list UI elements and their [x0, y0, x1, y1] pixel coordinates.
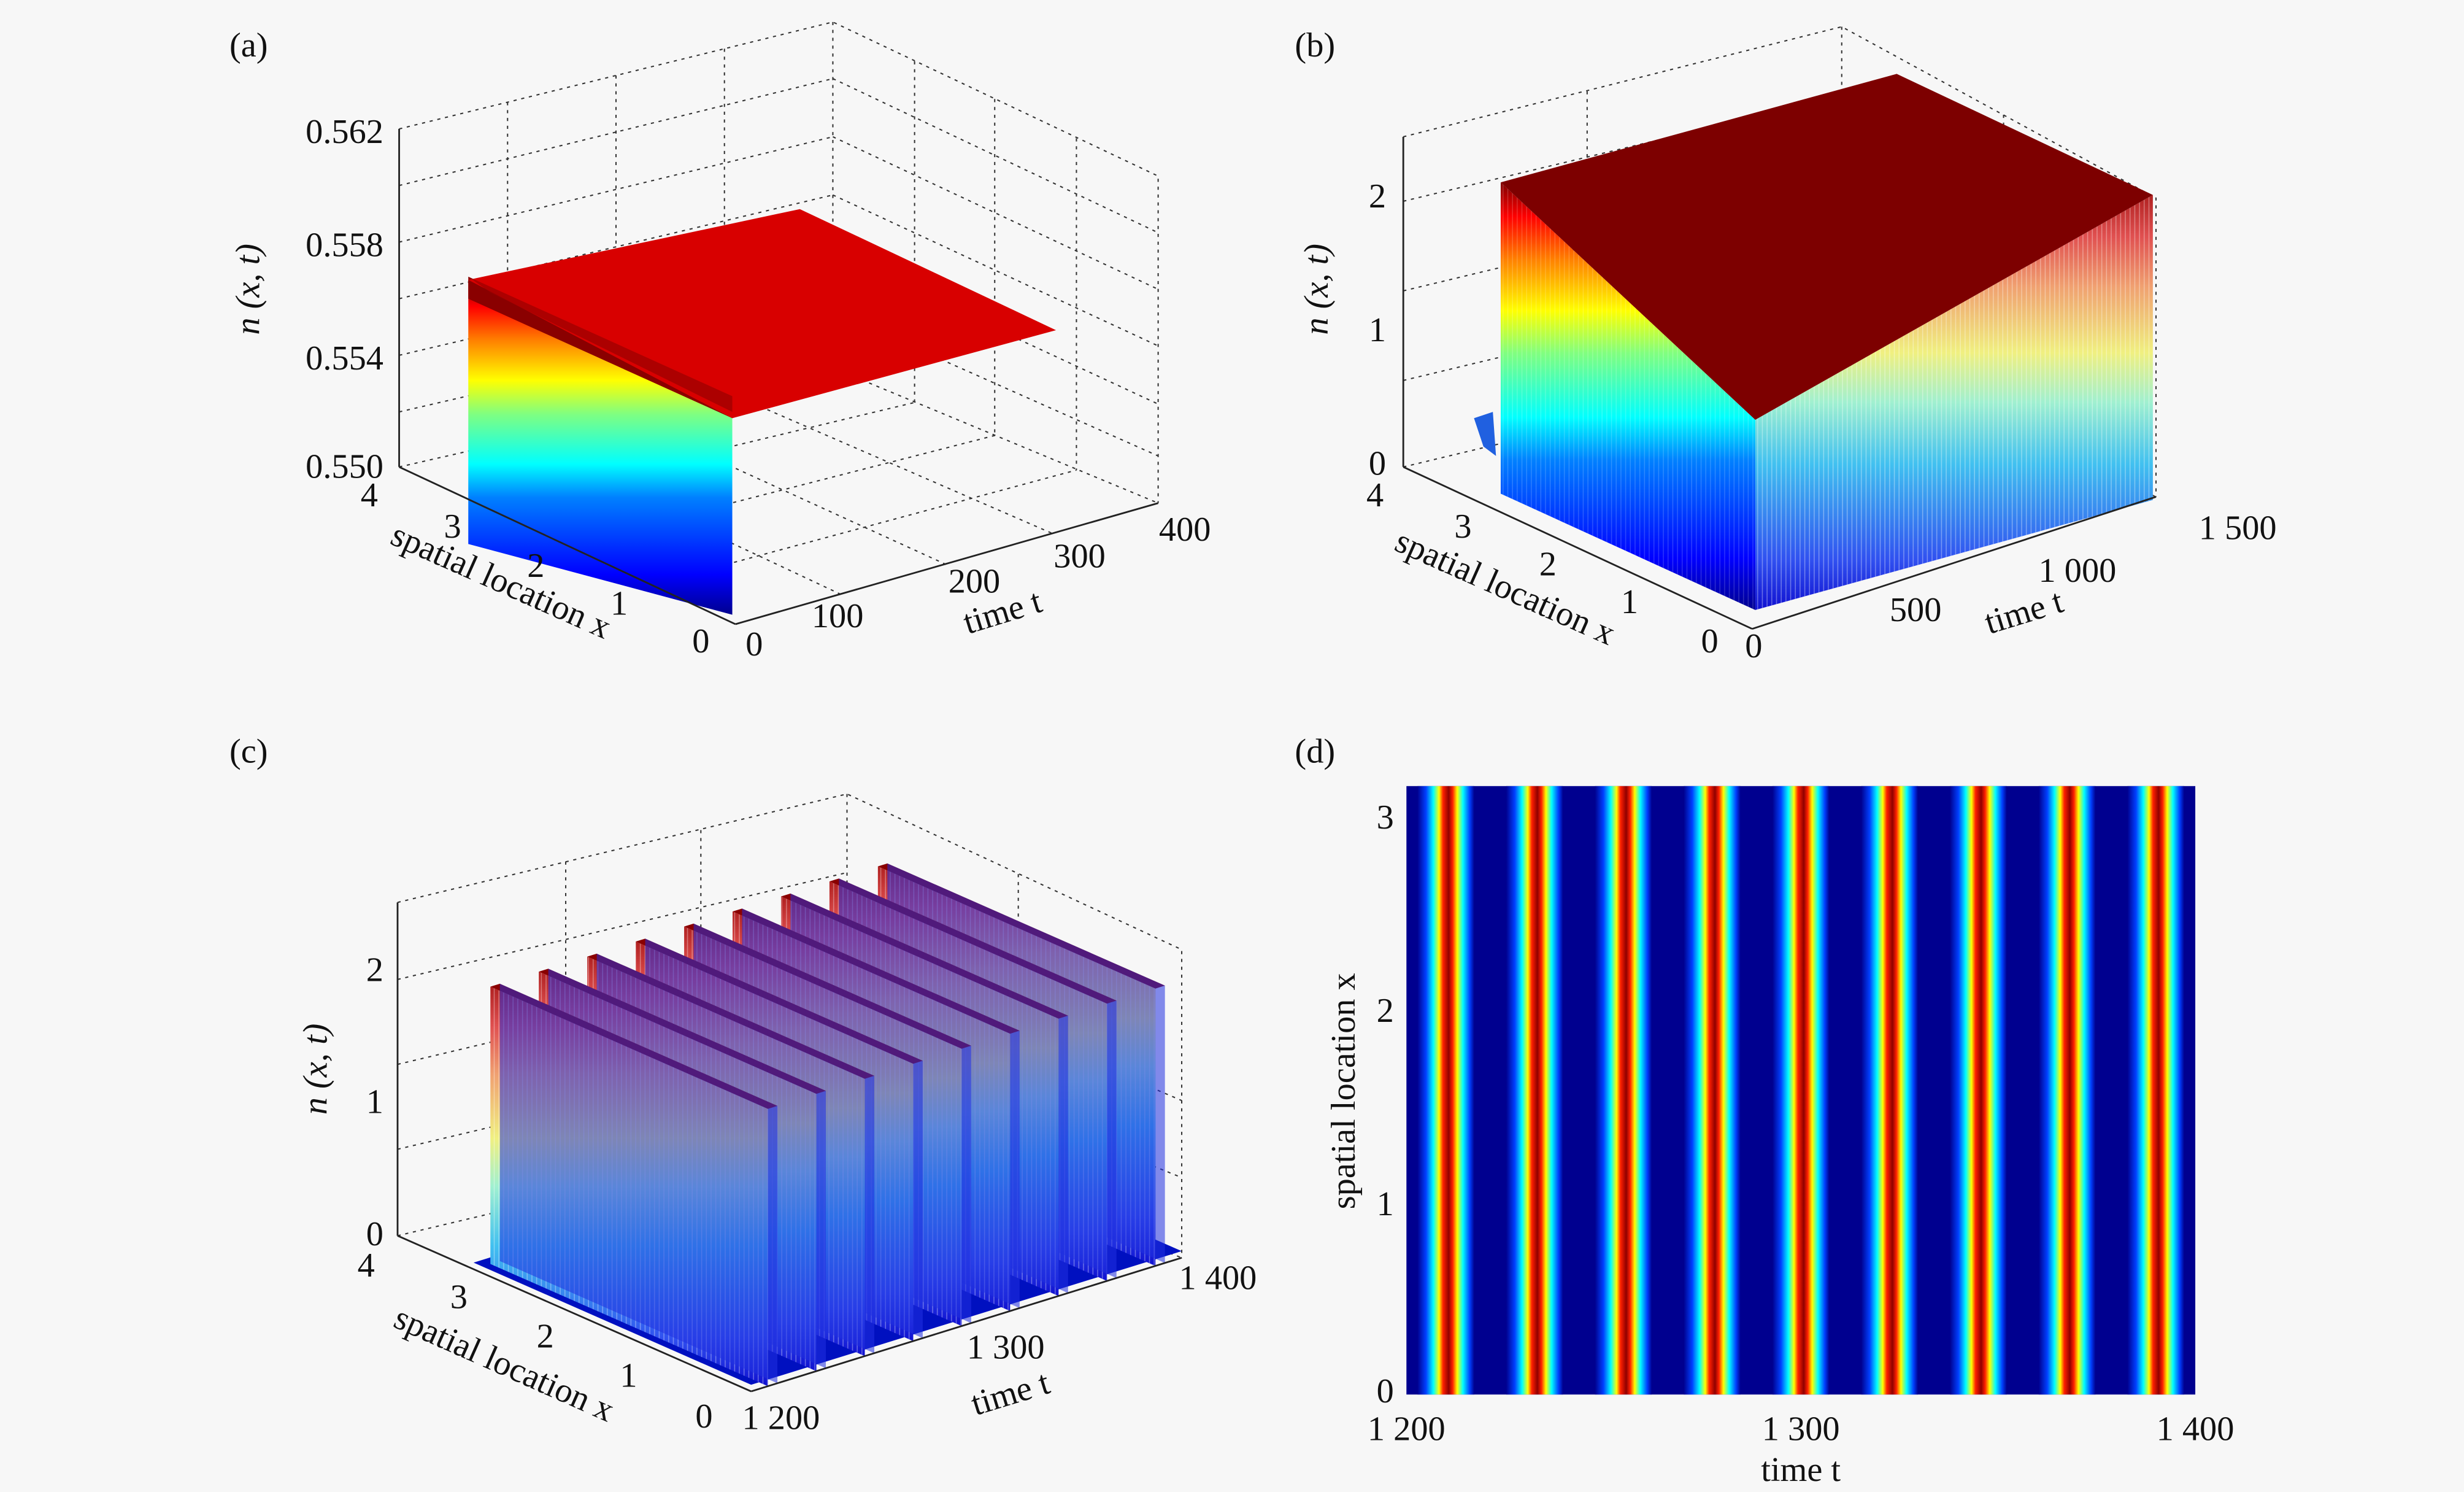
tick-label: 0 [695, 1397, 712, 1436]
tick-label: 300 [1053, 538, 1106, 576]
panel-a: (a) [229, 21, 1211, 663]
tick-label: 3 [444, 508, 461, 546]
panel-d-stripe [1861, 786, 1919, 1395]
panel-c-label: (c) [229, 732, 268, 770]
panel-a-z-label: n (x, t) [229, 244, 268, 335]
panel-d-label: (d) [1295, 732, 1335, 770]
panel-b-t-label: time t [1981, 582, 2068, 641]
tick-label: 0.558 [306, 226, 383, 265]
panel-b-z-ticks: 0 1 2 [1369, 177, 1386, 482]
tick-label: 0.550 [306, 448, 383, 486]
tick-label: 1 300 [1762, 1410, 1840, 1448]
tick-label: 2 [537, 1317, 554, 1355]
panel-c-x-ticks: 4 3 2 1 0 [358, 1247, 713, 1436]
panel-d-y-ticks: 0 1 2 3 [1377, 798, 1394, 1410]
panel-c-t-label: time t [967, 1364, 1055, 1423]
panel-b-surface [1474, 74, 2153, 610]
panel-d-stripe [1684, 786, 1741, 1395]
tick-label: 2 [527, 547, 544, 585]
panel-c-z-label: n (x, t) [297, 1024, 335, 1115]
panel-d-x-ticks: 1 200 1 300 1 400 [1368, 1410, 2235, 1448]
tick-label: 1 400 [2157, 1410, 2235, 1448]
panel-c-ridge-backface [499, 983, 778, 1383]
panel-a-crest [468, 276, 733, 412]
panel-d-stripe [2127, 786, 2185, 1395]
panel-c-z-ticks: 0 1 2 [366, 951, 383, 1253]
panel-a-axes [398, 129, 1159, 625]
tick-label: 1 300 [967, 1328, 1045, 1366]
tick-label: 0.554 [306, 339, 383, 377]
panel-b-z-label: n (x, t) [1298, 244, 1336, 335]
tick-label: 0 [1745, 627, 1762, 665]
panel-a-z-ticks: 0.562 0.558 0.554 0.550 [306, 113, 383, 486]
panel-d: (d) 0 1 2 3 1 200 1 300 1 400 time t spa… [1295, 732, 2234, 1489]
tick-label: 1 [366, 1083, 383, 1121]
panel-d-y-label: spatial location x [1325, 973, 1363, 1209]
panel-b-right-mesh [1755, 195, 2153, 610]
panel-d-stripe [1950, 786, 2007, 1395]
panel-b-top-face [1500, 74, 2153, 420]
panel-a-top-surface [468, 209, 1057, 419]
tick-label: 4 [361, 476, 378, 514]
tick-label: 2 [366, 951, 383, 989]
panel-c-ridges [473, 863, 1182, 1386]
tick-label: 1 400 [1179, 1259, 1257, 1297]
panel-d-stripes [1417, 786, 2185, 1395]
tick-label: 0 [366, 1215, 383, 1253]
panel-a-t-ticks: 0 100 200 300 400 [745, 511, 1211, 663]
panel-b-x-ticks: 4 3 2 1 0 [1366, 476, 1719, 660]
panel-c-axes [396, 902, 1182, 1393]
tick-label: 1 [1621, 583, 1638, 621]
tick-label: 0 [1377, 1372, 1394, 1410]
tick-label: 500 [1890, 591, 1942, 629]
panel-b-label: (b) [1295, 26, 1335, 64]
tick-label: 1 200 [742, 1399, 820, 1437]
panel-d-stripe [1772, 786, 1830, 1395]
tick-label: 400 [1159, 511, 1211, 549]
tick-label: 0.562 [306, 113, 383, 151]
panel-c-t-ticks: 1 200 1 300 1 400 [742, 1259, 1257, 1437]
panel-b-blip [1474, 412, 1496, 456]
panel-d-x-label: time t [1761, 1451, 1841, 1489]
panel-a-label: (a) [229, 26, 268, 64]
panel-a-surface [468, 209, 1057, 615]
tick-label: 1 200 [1368, 1410, 1446, 1448]
tick-label: 200 [949, 563, 1001, 601]
tick-label: 1 [1369, 311, 1386, 349]
panel-d-stripe [1417, 786, 1474, 1395]
panel-d-stripe [2038, 786, 2096, 1395]
tick-label: 1 500 [2199, 509, 2277, 547]
panel-a-x-ticks: 4 3 2 1 0 [361, 476, 710, 660]
tick-label: 1 [610, 585, 628, 623]
tick-label: 3 [450, 1278, 468, 1316]
panel-d-stripe [1506, 786, 1563, 1395]
tick-label: 2 [1369, 177, 1386, 215]
panel-b-axes [1402, 136, 2157, 630]
panel-b-x-label: spatial location x [1390, 522, 1621, 652]
tick-label: 1 000 [2039, 552, 2117, 590]
tick-label: 2 [1539, 546, 1557, 584]
panel-b-left-mesh [1500, 182, 1755, 610]
tick-label: 0 [1701, 622, 1719, 660]
panel-d-stripe [1595, 786, 1652, 1395]
tick-label: 100 [812, 597, 864, 635]
panel-c: (c) 0 1 2 4 3 2 [229, 732, 1257, 1437]
tick-label: 1 [620, 1356, 637, 1394]
tick-label: 0 [1369, 445, 1386, 483]
tick-label: 2 [1377, 992, 1394, 1030]
panel-b-t-ticks: 0 500 1 000 1 500 [1745, 509, 2276, 665]
tick-label: 4 [1366, 476, 1384, 514]
tick-label: 3 [1377, 798, 1394, 837]
tick-label: 4 [358, 1247, 375, 1285]
tick-label: 0 [745, 625, 763, 663]
tick-label: 1 [1377, 1185, 1394, 1223]
tick-label: 3 [1454, 508, 1471, 546]
tick-label: 0 [692, 622, 709, 660]
panel-b: (b) 0 1 2 [1295, 26, 2277, 665]
